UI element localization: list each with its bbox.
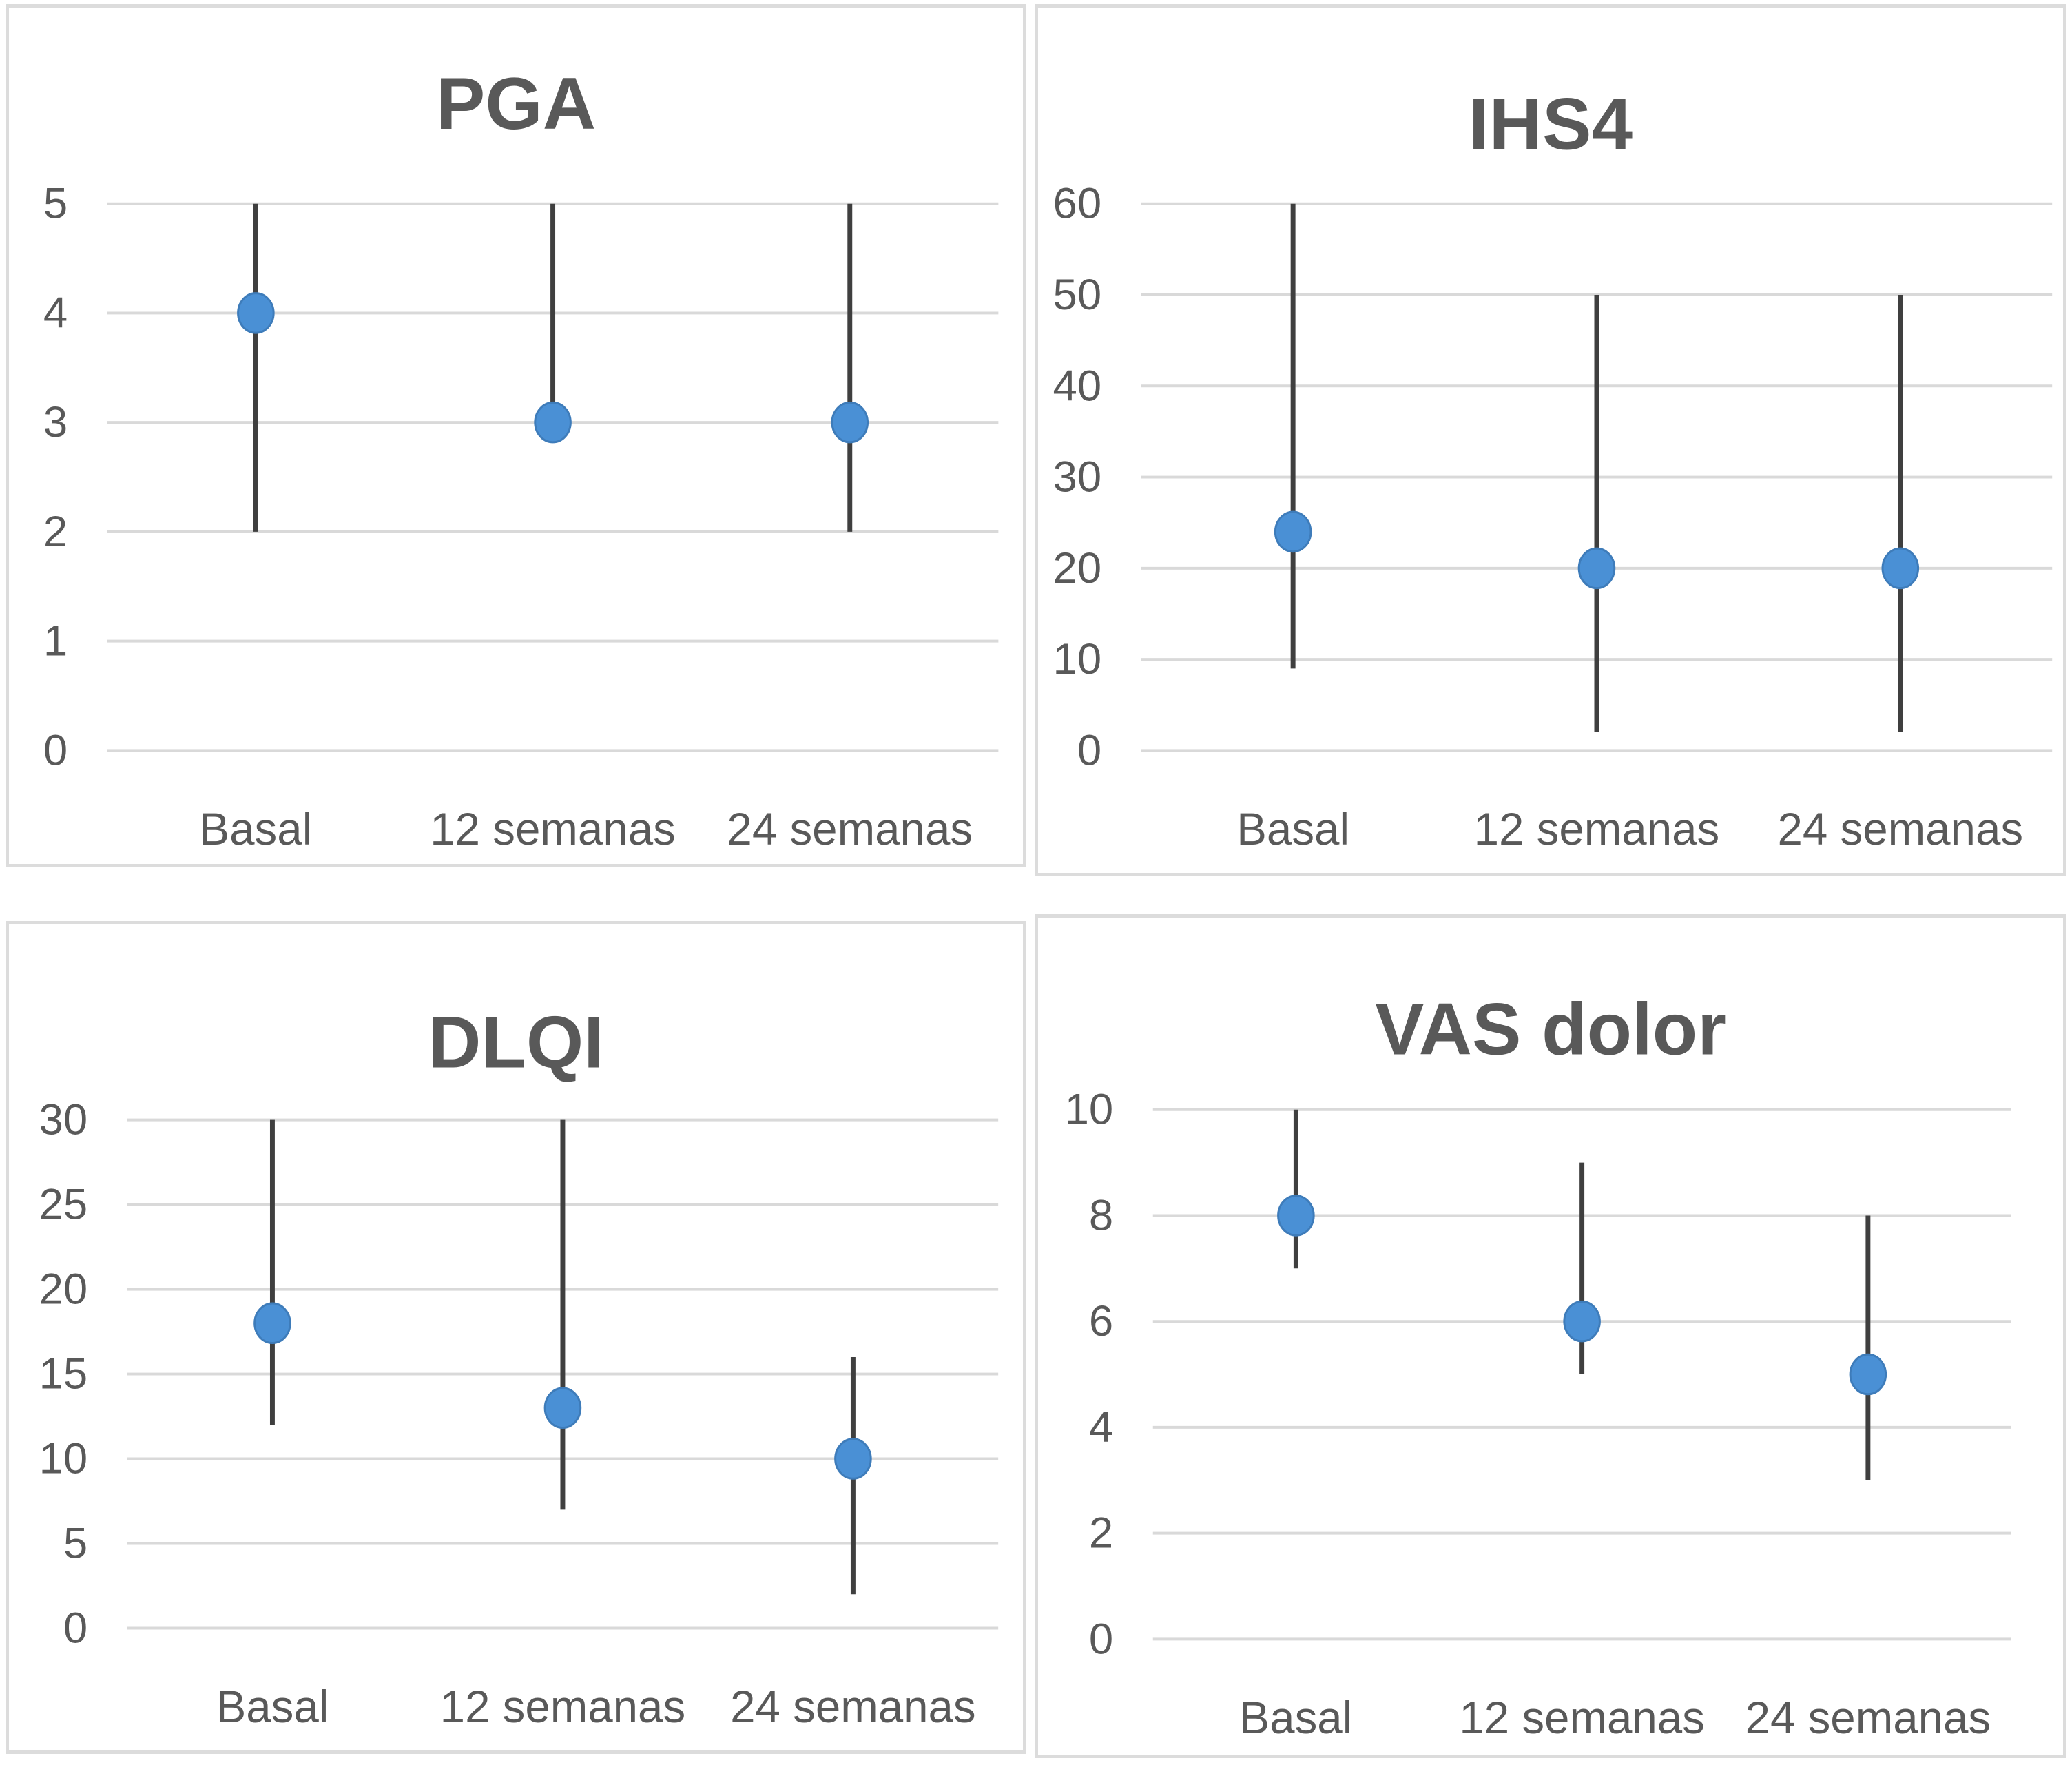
data-point-marker — [237, 292, 275, 334]
y-tick-label: 5 — [43, 180, 68, 228]
chart-panel-pga: 0 1 2 3 4 5 Basal 12 semanas 24 semanas PGA — [6, 4, 1026, 867]
y-tick-label: 0 — [1077, 726, 1101, 774]
chart-title: PGA — [436, 62, 596, 145]
y-tick-label: 0 — [63, 1604, 87, 1652]
chart-dlqi: 0 5 10 15 20 25 30 Basal 12 semanas 24 semanas DLQ… — [39, 1001, 999, 1732]
y-tick-label: 15 — [39, 1350, 88, 1398]
x-category-label: 24 semanas — [1745, 1693, 1991, 1743]
chart-title: VAS dolor — [1375, 988, 1726, 1071]
x-category-label: 24 semanas — [727, 804, 973, 854]
x-category-label: Basal — [199, 804, 312, 854]
data-point-marker — [1274, 510, 1312, 553]
y-tick-label: 3 — [43, 398, 68, 446]
y-tick-label: 2 — [43, 508, 68, 556]
chart-panel-vas: 0 2 4 6 8 10 Basal 12 semanas 24 semanas VAS dolo… — [1035, 914, 2066, 1758]
y-tick-label: 20 — [1053, 544, 1102, 592]
chart-title: IHS4 — [1469, 83, 1633, 165]
y-tick-label: 30 — [39, 1096, 88, 1144]
data-point-marker — [534, 401, 572, 444]
y-tick-label: 0 — [1089, 1615, 1113, 1663]
y-tick-label: 4 — [43, 289, 68, 337]
chart-pga: 0 1 2 3 4 5 Basal 12 semanas 24 semanas PGA — [43, 62, 999, 854]
data-point-marker — [1577, 547, 1616, 590]
data-point-marker — [1277, 1195, 1315, 1237]
y-tick-label: 1 — [43, 617, 68, 665]
y-tick-label: 60 — [1053, 180, 1102, 228]
x-category-label: Basal — [1236, 804, 1349, 854]
y-tick-label: 6 — [1089, 1297, 1113, 1345]
data-point-marker — [253, 1302, 291, 1345]
x-category-label: 12 semanas — [1474, 804, 1720, 854]
y-tick-label: 20 — [39, 1265, 88, 1314]
y-tick-label: 10 — [1065, 1086, 1114, 1134]
chart-title: DLQI — [428, 1001, 604, 1084]
y-tick-label: 10 — [39, 1435, 88, 1483]
x-category-label: 12 semanas — [1459, 1693, 1705, 1743]
x-category-label: 24 semanas — [730, 1682, 976, 1732]
y-tick-label: 30 — [1053, 453, 1102, 502]
x-category-label: Basal — [1240, 1693, 1353, 1743]
data-point-marker — [1881, 547, 1920, 590]
chart-ihs4: 0 10 20 30 40 50 60 Basal 12 semanas 24 semanas IH… — [1053, 83, 2053, 854]
y-tick-label: 4 — [1089, 1403, 1113, 1451]
y-tick-label: 2 — [1089, 1509, 1113, 1558]
data-point-marker — [834, 1438, 872, 1480]
data-point-marker — [543, 1387, 582, 1429]
y-tick-label: 10 — [1053, 635, 1102, 683]
x-category-label: 12 semanas — [430, 804, 676, 854]
data-point-marker — [1563, 1300, 1601, 1343]
chart-vas: 0 2 4 6 8 10 Basal 12 semanas 24 semanas VAS dolo… — [1065, 988, 2011, 1743]
y-tick-label: 0 — [43, 726, 68, 774]
chart-panel-ihs4: 0 10 20 30 40 50 60 Basal 12 semanas 24 semanas IH… — [1035, 4, 2066, 876]
x-category-label: 12 semanas — [440, 1682, 686, 1732]
data-point-marker — [1849, 1353, 1887, 1396]
y-tick-label: 8 — [1089, 1191, 1113, 1239]
y-tick-label: 25 — [39, 1181, 88, 1229]
chart-panel-dlqi: 0 5 10 15 20 25 30 Basal 12 semanas 24 semanas DLQ… — [6, 921, 1026, 1754]
x-category-label: 24 semanas — [1777, 804, 2023, 854]
y-tick-label: 5 — [63, 1520, 87, 1568]
data-point-marker — [831, 401, 869, 444]
y-tick-label: 40 — [1053, 362, 1102, 410]
y-tick-label: 50 — [1053, 271, 1102, 319]
x-category-label: Basal — [216, 1682, 329, 1732]
